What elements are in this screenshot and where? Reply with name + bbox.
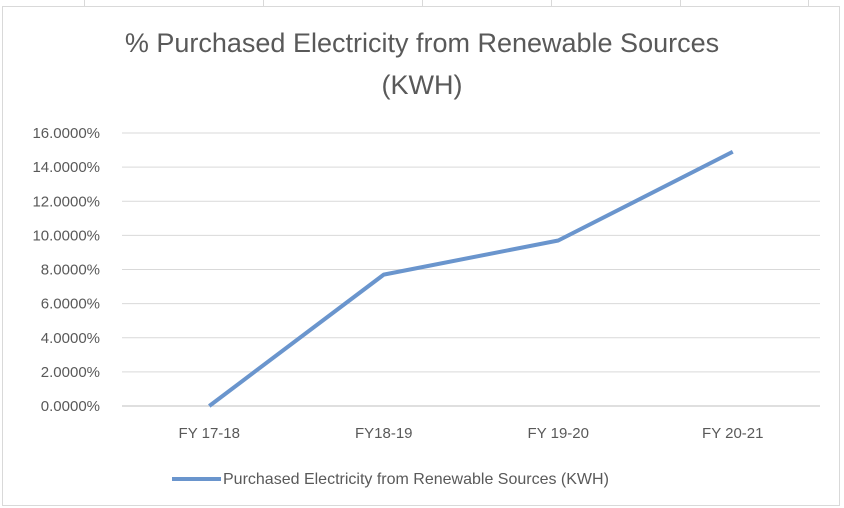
series-layer (208, 149, 734, 408)
y-tick-label: 12.0000% (32, 193, 100, 210)
x-tick-label: FY18-19 (355, 425, 413, 442)
x-tick-label: FY 20-21 (702, 425, 763, 442)
x-axis-ticks: FY 17-18 FY18-19 FY 19-20 FY 20-21 (179, 425, 764, 442)
series-line[interactable] (208, 149, 734, 408)
chart-title: % Purchased Electricity from Renewable S… (124, 28, 720, 100)
sheet-gridline (84, 0, 85, 6)
x-tick-label: FY 19-20 (528, 425, 589, 442)
y-tick-label: 14.0000% (32, 159, 100, 176)
y-tick-label: 10.0000% (32, 227, 100, 244)
y-tick-label: 8.0000% (41, 262, 100, 279)
y-tick-label: 16.0000% (32, 125, 100, 142)
gridlines (122, 132, 820, 407)
y-tick-label: 2.0000% (41, 364, 100, 381)
legend: Purchased Electricity from Renewable Sou… (172, 471, 609, 488)
y-tick-label: 6.0000% (41, 296, 100, 313)
y-tick-label: 4.0000% (41, 330, 100, 347)
sheet-gridline (808, 0, 809, 6)
sheet-gridline (263, 0, 264, 6)
y-tick-label: 0.0000% (41, 398, 100, 415)
legend-label[interactable]: Purchased Electricity from Renewable Sou… (223, 471, 609, 488)
sheet-gridline (551, 0, 552, 6)
sheet-gridline (422, 0, 423, 6)
chart-area[interactable] (2, 6, 840, 506)
y-axis-ticks: 0.0000% 2.0000% 4.0000% 6.0000% 8.0000% 10.00… (32, 125, 100, 415)
x-tick-label: FY 17-18 (179, 425, 240, 442)
sheet-gridline (680, 0, 681, 6)
